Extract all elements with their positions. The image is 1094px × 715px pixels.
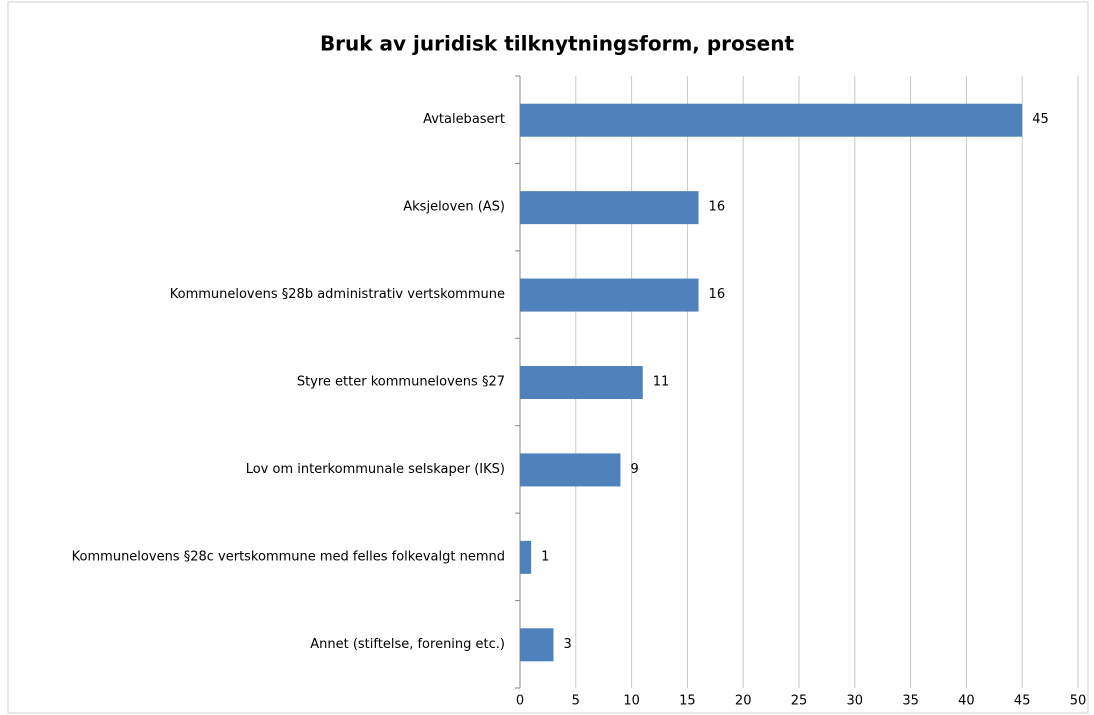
x-tick-label: 30 [847, 694, 864, 709]
y-tick-label: Aksjeloven (AS) [403, 200, 505, 215]
x-tick-label: 10 [623, 694, 640, 709]
x-tick-label: 5 [572, 694, 580, 709]
bar [520, 453, 621, 487]
x-tick-label: 50 [1070, 694, 1087, 709]
bar [520, 628, 554, 662]
bar [520, 278, 699, 312]
y-tick-label: Lov om interkommunale selskaper (IKS) [246, 462, 505, 477]
data-label: 1 [541, 549, 549, 564]
chart-border [7, 1, 1089, 714]
y-tick-label: Styre etter kommunelovens §27 [297, 375, 505, 390]
y-tick-label: Avtalebasert [423, 112, 505, 127]
x-tick-label: 15 [679, 694, 696, 709]
bar [520, 191, 699, 225]
data-label: 16 [709, 287, 726, 302]
data-label: 16 [709, 200, 726, 215]
x-tick-label: 45 [1014, 694, 1031, 709]
y-tick-label: Kommunelovens §28c vertskommune med fell… [72, 549, 505, 564]
chart-title: Bruk av juridisk tilknytningsform, prose… [320, 32, 795, 56]
x-tick-label: 0 [516, 694, 524, 709]
y-tick-label: Kommunelovens §28b administrativ vertsko… [170, 287, 505, 302]
x-tick-label: 35 [902, 694, 919, 709]
y-tick-label: Annet (stiftelse, forening etc.) [310, 637, 505, 652]
x-tick-label: 25 [791, 694, 808, 709]
data-label: 9 [630, 462, 638, 477]
bar [520, 540, 532, 574]
bar [520, 103, 1023, 137]
data-label: 45 [1032, 112, 1049, 127]
bar [520, 366, 643, 399]
data-label: 11 [653, 375, 670, 390]
x-tick-label: 40 [958, 694, 975, 709]
data-label: 3 [563, 637, 571, 652]
x-tick-label: 20 [735, 694, 752, 709]
